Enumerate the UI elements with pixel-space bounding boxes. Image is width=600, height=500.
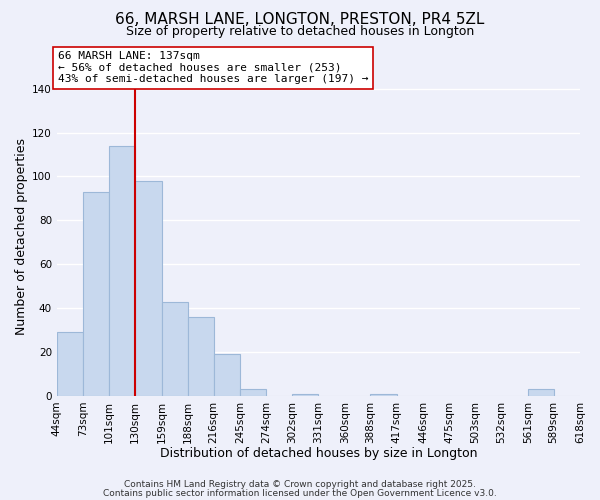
Y-axis label: Number of detached properties: Number of detached properties <box>15 138 28 336</box>
Text: Contains public sector information licensed under the Open Government Licence v3: Contains public sector information licen… <box>103 488 497 498</box>
Text: Contains HM Land Registry data © Crown copyright and database right 2025.: Contains HM Land Registry data © Crown c… <box>124 480 476 489</box>
Bar <box>370 394 397 396</box>
Bar <box>214 354 240 396</box>
Bar <box>135 181 161 396</box>
Bar <box>109 146 135 396</box>
Bar <box>83 192 109 396</box>
Bar <box>292 394 319 396</box>
X-axis label: Distribution of detached houses by size in Longton: Distribution of detached houses by size … <box>160 447 477 460</box>
Bar <box>161 302 188 396</box>
Bar <box>188 317 214 396</box>
Bar <box>240 390 266 396</box>
Bar <box>57 332 83 396</box>
Text: Size of property relative to detached houses in Longton: Size of property relative to detached ho… <box>126 25 474 38</box>
Text: 66 MARSH LANE: 137sqm
← 56% of detached houses are smaller (253)
43% of semi-det: 66 MARSH LANE: 137sqm ← 56% of detached … <box>58 51 368 84</box>
Text: 66, MARSH LANE, LONGTON, PRESTON, PR4 5ZL: 66, MARSH LANE, LONGTON, PRESTON, PR4 5Z… <box>115 12 485 28</box>
Bar <box>528 390 554 396</box>
